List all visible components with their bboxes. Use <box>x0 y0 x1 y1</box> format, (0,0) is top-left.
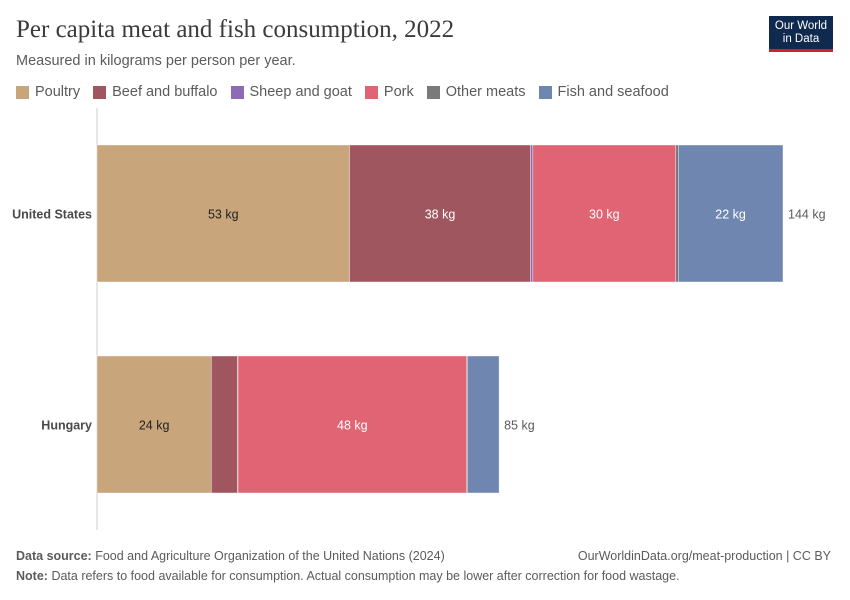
logo-line-2: in Data <box>782 33 820 45</box>
source-url[interactable]: OurWorldinData.org/meat-production | CC … <box>577 549 831 563</box>
note-label: Note: <box>16 569 48 583</box>
bar-segment-beef-and-buffalo <box>211 355 238 494</box>
legend-item-fish[interactable]: Fish and seafood <box>538 84 669 100</box>
legend-item-poultry[interactable]: Poultry <box>16 84 80 100</box>
legend-label: Pork <box>383 84 414 100</box>
bar-segment-beef-and-buffalo <box>349 144 531 283</box>
chart-title: Per capita meat and fish consumption, 20… <box>16 16 455 43</box>
legend-swatch <box>16 85 29 99</box>
bar-segment-sheep-and-goat <box>530 144 534 283</box>
chart-subtitle: Measured in kilograms per person per yea… <box>16 53 296 69</box>
bar-segment-poultry <box>96 144 350 283</box>
stacked-bar-chart: United States 53 kg 38 kg 30 kg 22 kg 144 kg H… <box>12 108 826 530</box>
legend-swatch <box>93 85 107 99</box>
chart-legend: Poultry Beef and buffalo Sheep and goat … <box>16 84 682 100</box>
legend-item-sheep[interactable]: Sheep and goat <box>230 84 352 100</box>
data-label: 22 kg <box>715 208 746 222</box>
owid-logo[interactable]: Our World in Data <box>769 16 833 52</box>
note-text: Data refers to food available for consum… <box>51 569 680 583</box>
chart-note: Note: Data refers to food available for … <box>16 569 680 583</box>
data-source-label: Data source: <box>16 549 92 563</box>
legend-label: Fish and seafood <box>557 84 669 100</box>
data-label: 30 kg <box>589 208 620 222</box>
total-label: 144 kg <box>788 208 826 222</box>
legend-label: Beef and buffalo <box>112 84 218 100</box>
legend-swatch <box>426 85 440 99</box>
legend-swatch <box>364 85 378 99</box>
legend-item-pork[interactable]: Pork <box>364 84 414 100</box>
data-label: 48 kg <box>337 419 368 433</box>
bar-segment-fish-and-seafood <box>677 144 784 283</box>
bar-segment-pork <box>532 144 677 283</box>
data-label: 24 kg <box>139 419 170 433</box>
data-label: 53 kg <box>208 208 239 222</box>
legend-label: Sheep and goat <box>249 84 352 100</box>
data-label: 38 kg <box>425 208 456 222</box>
bar-segment-fish-and-seafood <box>467 355 500 494</box>
legend-label: Poultry <box>35 84 81 100</box>
category-label: Hungary <box>41 419 92 433</box>
legend-item-beef[interactable]: Beef and buffalo <box>93 84 218 100</box>
data-source-text[interactable]: Food and Agriculture Organization of the… <box>95 549 445 563</box>
bar-segment-other-meats <box>675 144 679 283</box>
legend-item-other-meats[interactable]: Other meats <box>426 84 526 100</box>
legend-swatch <box>230 85 244 99</box>
bar-segment-pork <box>237 355 467 494</box>
category-label: United States <box>12 208 92 222</box>
total-label: 85 kg <box>504 419 535 433</box>
logo-line-1: Our World <box>774 20 828 32</box>
legend-label: Other meats <box>445 84 526 100</box>
data-source: Data source: Food and Agriculture Organi… <box>16 549 445 563</box>
bar-segment-poultry <box>96 355 212 494</box>
legend-swatch <box>538 85 552 99</box>
